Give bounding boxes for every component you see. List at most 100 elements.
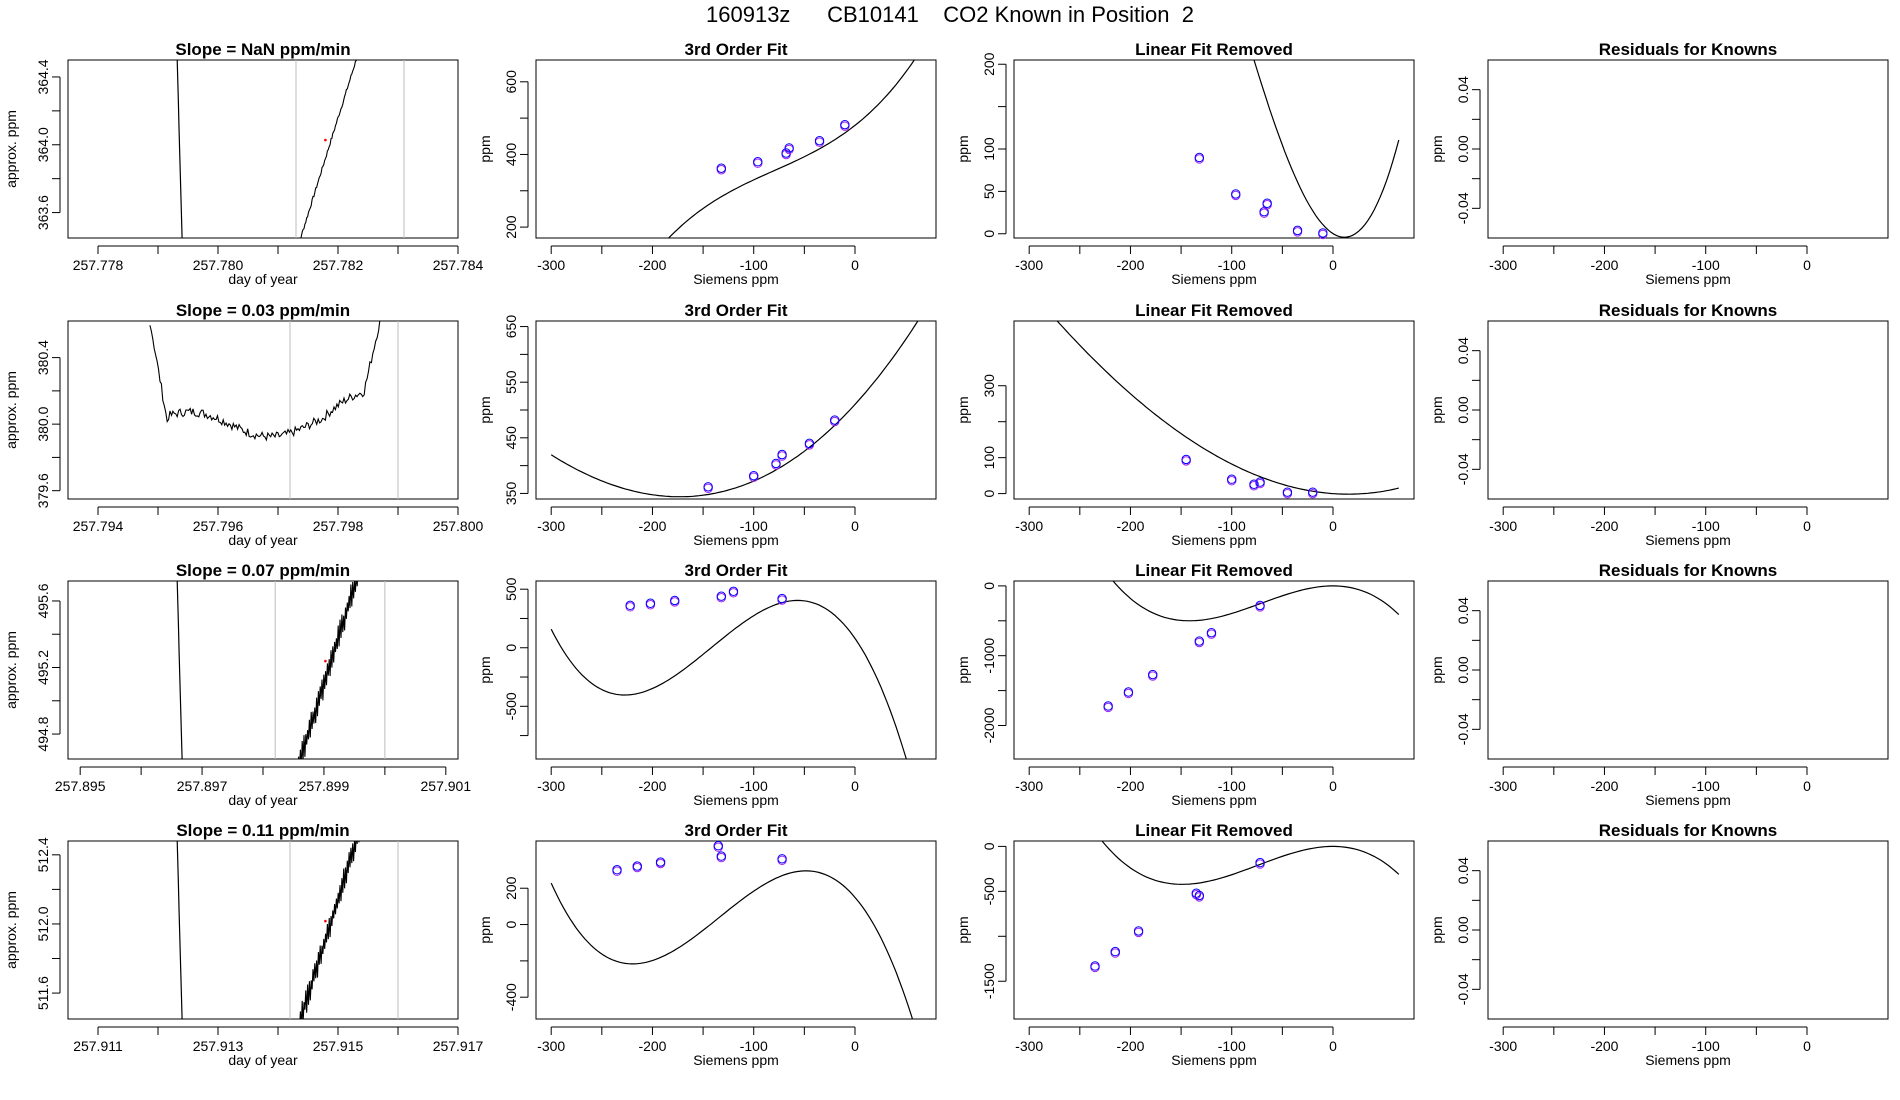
panel-r0c1-frame <box>535 59 937 239</box>
panel-r3c0-x-tick-label: 257.911 <box>73 1038 123 1054</box>
panel-r0c2-known-point <box>1292 225 1303 236</box>
panel-r2c1-known-point <box>625 600 635 611</box>
panel-r2c2-y-label: ppm <box>955 656 971 683</box>
panel-r0c0-title: Slope = NaN ppm/min <box>175 40 350 59</box>
panel-r2c3-frame <box>1487 580 1889 760</box>
panel-r2c3-y-tick-label: 0.04 <box>1455 597 1471 624</box>
panel-r2c2-y-tick-label: -2000 <box>981 707 997 743</box>
panel-r2c1-known-point <box>645 598 656 608</box>
panel-r2c1-known-point <box>716 591 727 601</box>
panel-r1c0-y-label: approx. ppm <box>3 371 19 449</box>
panel-r2c2-y-tick-label: -1000 <box>981 638 997 674</box>
panel-r0c2-y-tick-label: 0 <box>981 230 997 238</box>
panel-r2c1-known-point <box>670 595 680 606</box>
panel-r1c0-y-tick-label: 380.4 <box>35 340 51 375</box>
panel-r1c2-x-label: Siemens ppm <box>1171 532 1257 548</box>
panel-r0c2-y-tick-label: 100 <box>981 137 997 161</box>
panel-r2c2-known-point <box>1103 701 1113 711</box>
panel-r3c0-y-tick-label: 511.6 <box>35 976 51 1010</box>
panel-r1c3-y-tick-label: 0.00 <box>1455 396 1471 423</box>
panel-r3c3-y-tick-label: -0.04 <box>1455 973 1471 1005</box>
panel-r3c1-y-label: ppm <box>477 916 493 943</box>
panel-r3c3-title: Residuals for Knowns <box>1599 821 1778 840</box>
panel-r3c3-x-tick-label: -300 <box>1489 1038 1517 1054</box>
panel-r3c2-x-tick-label: -100 <box>1218 1038 1246 1054</box>
panel-r3c1-known-point <box>612 864 622 875</box>
panel-r3c2-y-tick-label: -1500 <box>981 963 997 999</box>
panel-r1c1-x-tick-label: -200 <box>638 518 666 534</box>
panel-r3c3-x-label: Siemens ppm <box>1645 1052 1731 1068</box>
panel-r0c2-x-tick-label: -100 <box>1218 257 1246 273</box>
panel-r0c2-y-label: ppm <box>955 135 971 162</box>
panel-r1c2-title: Linear Fit Removed <box>1135 301 1293 320</box>
panel-r0c1-known-point <box>716 163 727 173</box>
panel-r2c3-x-tick-label: 0 <box>1803 778 1811 794</box>
panel-r3c0-x-tick-label: 257.913 <box>193 1038 244 1054</box>
panel-r2c0-x-tick-label: 257.901 <box>421 778 472 794</box>
panel-r0c1-known-point <box>784 143 794 153</box>
panel-r1c1-y-label: ppm <box>477 396 493 423</box>
panel-r3c2-x-label: Siemens ppm <box>1171 1052 1257 1068</box>
panel-r1c1-known-point <box>749 470 759 481</box>
panel-r1c2-x-tick-label: 0 <box>1329 518 1337 534</box>
panel-r0c0-frame <box>67 59 459 239</box>
panel-r0c0-y-tick-label: 364.0 <box>35 127 51 162</box>
panel-r1c3-x-tick-label: -200 <box>1590 518 1618 534</box>
panel-r0c1-y-tick-label: 400 <box>503 143 519 167</box>
panel-r0c1-x-tick-label: -300 <box>537 257 565 273</box>
panel-r3c0-y-tick-label: 512.4 <box>35 837 51 872</box>
panel-r1c1-x-tick-label: -300 <box>537 518 565 534</box>
panel-r0c2-x-tick-label: 0 <box>1329 257 1337 273</box>
panel-r2c2-y-tick-label: 0 <box>981 582 997 590</box>
panel-r3c3-y-tick-label: 0.00 <box>1455 916 1471 943</box>
panel-r1c2-known-point <box>1181 454 1191 465</box>
panel-r2c0-trace-marker <box>324 659 327 663</box>
panel-r1c1-fit-curve <box>550 321 919 498</box>
panel-r3c2-x-tick-label: 0 <box>1329 1038 1337 1054</box>
panel-r2c1-known-point <box>728 586 739 597</box>
panel-r0c2-known-point <box>1262 198 1272 208</box>
panel-r3c2-known-point <box>1255 857 1265 868</box>
panel-r1c1-x-label: Siemens ppm <box>693 532 779 548</box>
panel-r2c1-x-tick-label: -100 <box>740 778 768 794</box>
panel-r0c0-y-tick-label: 363.6 <box>35 195 51 230</box>
panel-r0c1-x-tick-label: -200 <box>638 257 666 273</box>
panel-r1c2-fit-curve <box>1056 321 1399 495</box>
panel-r2c1-known-point <box>777 593 787 604</box>
panel-r1c2-x-tick-label: -200 <box>1116 518 1144 534</box>
panel-r3c2-known-point <box>1194 890 1205 901</box>
panel-r2c2-title: Linear Fit Removed <box>1135 561 1293 580</box>
panel-r0c3-y-tick-label: 0.00 <box>1455 135 1471 162</box>
panel-r2c3-y-label: ppm <box>1429 656 1445 683</box>
panel-r1c2-known-point <box>1227 474 1237 484</box>
panel-r0c2-title: Linear Fit Removed <box>1135 40 1293 59</box>
panel-r2c0-x-tick-label: 257.895 <box>55 778 106 794</box>
panel-r2c3-x-tick-label: -200 <box>1590 778 1618 794</box>
panel-r2c2-known-point <box>1206 627 1217 638</box>
panel-r3c2-x-tick-label: -300 <box>1015 1038 1043 1054</box>
panel-r1c2-known-point <box>1282 487 1293 497</box>
panel-r2c2-known-point <box>1148 669 1158 680</box>
panel-r2c1-y-tick-label: 500 <box>503 577 519 601</box>
panel-r1c1-y-tick-label: 650 <box>503 315 519 339</box>
panel-r1c2-known-point <box>1255 477 1265 487</box>
panel-r1c0-title: Slope = 0.03 ppm/min <box>176 301 350 320</box>
panel-r2c2-known-point <box>1255 600 1265 611</box>
panel-r1c1-title: 3rd Order Fit <box>685 301 788 320</box>
panel-r2c2-x-tick-label: -100 <box>1218 778 1246 794</box>
panel-r3c2-x-tick-label: -200 <box>1116 1038 1144 1054</box>
panel-r3c2-y-tick-label: -500 <box>981 877 997 905</box>
panel-r0c0-x-label: day of year <box>228 271 298 287</box>
panel-r3c1-x-tick-label: -300 <box>537 1038 565 1054</box>
panel-r1c0-x-tick-label: 257.796 <box>193 518 244 534</box>
panel-r0c3-x-label: Siemens ppm <box>1645 271 1731 287</box>
panel-r2c1-fit-curve <box>550 599 907 759</box>
panel-r1c2-y-tick-label: 300 <box>981 374 997 398</box>
panel-r3c1-x-tick-label: -200 <box>638 1038 666 1054</box>
panel-r2c0-frame <box>67 580 459 760</box>
panel-r1c3-y-tick-label: -0.04 <box>1455 453 1471 485</box>
panel-r1c1-known-point <box>804 438 815 449</box>
panel-r0c3-x-tick-label: -200 <box>1590 257 1618 273</box>
panel-r2c2-x-tick-label: -300 <box>1015 778 1043 794</box>
panel-r1c3-y-label: ppm <box>1429 396 1445 423</box>
